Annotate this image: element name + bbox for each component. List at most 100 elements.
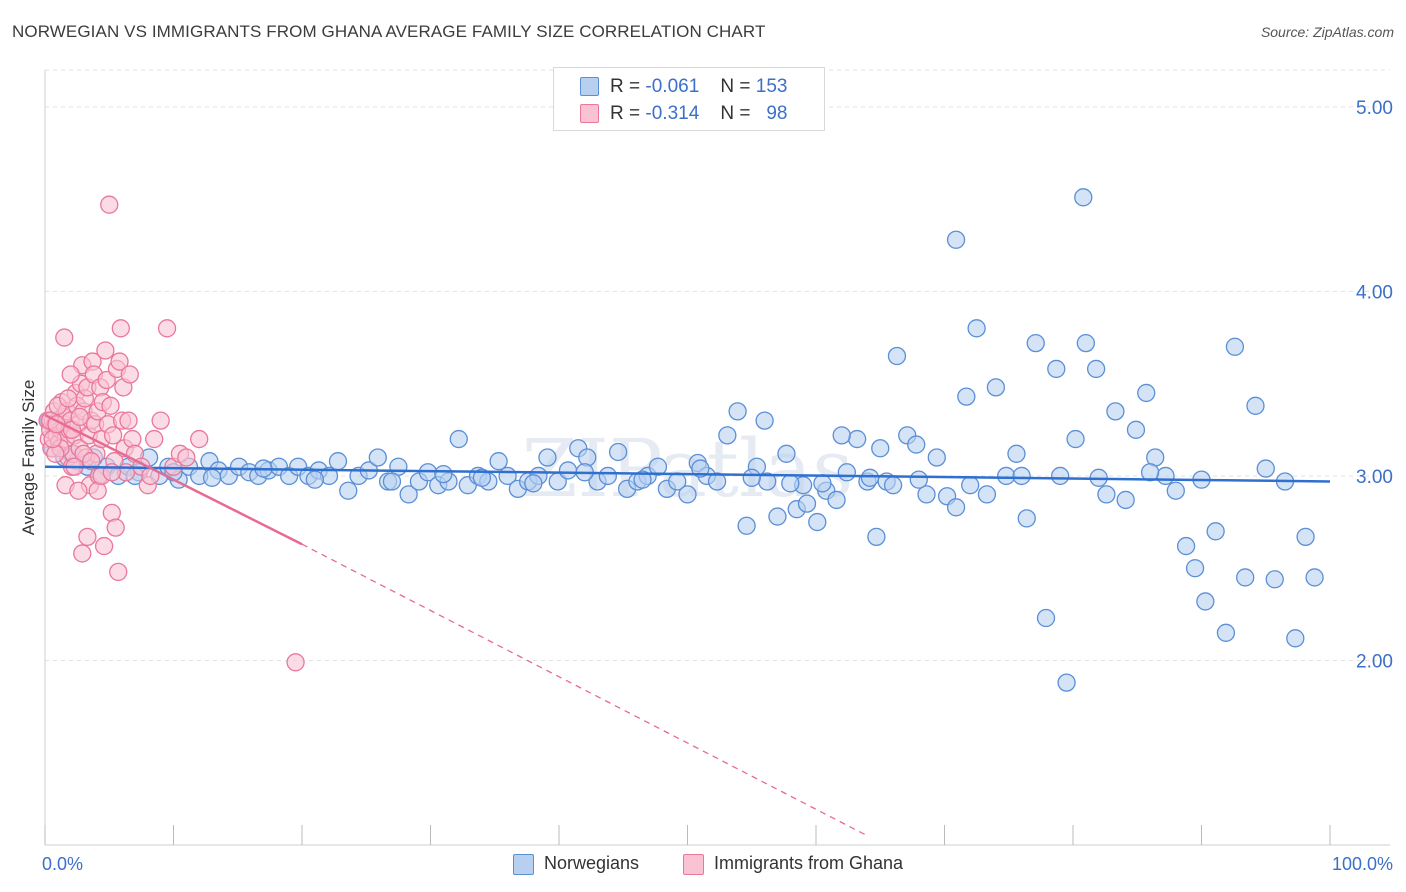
- norwegian-point: [1066, 429, 1085, 449]
- norwegian-point: [871, 439, 890, 458]
- ghana-point: [145, 429, 164, 449]
- norwegian-point: [986, 378, 1006, 397]
- norwegian-point: [808, 512, 827, 532]
- norwegian-point: [755, 411, 774, 430]
- ghana-point: [46, 444, 65, 463]
- legend-label-ghana: Immigrants from Ghana: [714, 853, 904, 873]
- legend-swatch-blue: [580, 77, 599, 96]
- y-tick-label: 5.00: [1356, 98, 1393, 119]
- norwegian-point: [946, 230, 966, 249]
- ghana-point: [109, 562, 128, 582]
- y-tick-label: 4.00: [1356, 282, 1393, 303]
- legend-swatch-pink: [580, 104, 599, 123]
- norwegian-point: [399, 485, 418, 504]
- correlation-legend: R = -0.061 N = 153 R = -0.314 N = 98: [553, 67, 825, 131]
- norwegian-point: [608, 442, 628, 462]
- norwegian-point: [1036, 608, 1056, 628]
- norwegian-point: [1305, 568, 1324, 587]
- ghana-point: [100, 195, 119, 214]
- norwegian-point: [957, 387, 976, 406]
- legend-label-norwegians: Norwegians: [544, 853, 640, 873]
- norwegian-point: [1176, 536, 1196, 556]
- norwegian-point: [648, 457, 668, 476]
- norwegian-point: [1185, 559, 1205, 578]
- ghana-point: [103, 426, 123, 445]
- norwegian-point: [538, 448, 557, 467]
- norwegian-point: [1076, 333, 1095, 353]
- norwegian-point: [1166, 481, 1185, 500]
- ghana-point: [78, 527, 97, 546]
- norwegian-point: [737, 516, 756, 535]
- y-tick-label: 2.00: [1356, 651, 1393, 672]
- ghana-point: [94, 536, 114, 556]
- y-axis-label: Average Family Size: [19, 380, 38, 536]
- norwegian-point: [558, 461, 578, 480]
- legend-n-label: N =: [720, 103, 751, 124]
- ghana-point: [111, 319, 130, 338]
- norwegian-point: [718, 426, 737, 445]
- norwegian-point: [1051, 466, 1070, 486]
- ghana-point: [123, 429, 142, 449]
- norwegian-point: [1236, 568, 1255, 587]
- norwegian-point: [1116, 490, 1135, 510]
- norwegian-point: [578, 448, 597, 467]
- legend-swatch-blue: [513, 854, 534, 875]
- norwegian-point: [883, 476, 903, 495]
- norwegian-point: [1017, 509, 1036, 528]
- ghana-point: [286, 653, 305, 672]
- norwegian-point: [1196, 592, 1215, 611]
- legend-r-label: R =: [610, 103, 641, 124]
- ghana-point: [106, 518, 125, 537]
- norwegian-point: [1256, 459, 1275, 478]
- norwegian-point: [827, 490, 846, 510]
- y-tick-label: 3.00: [1356, 467, 1393, 488]
- ghana-point: [70, 407, 89, 427]
- norwegian-point: [813, 474, 832, 493]
- norwegian-point: [524, 474, 543, 493]
- norwegian-point: [1106, 402, 1125, 421]
- norwegian-point: [967, 319, 986, 338]
- norwegian-point: [1206, 522, 1225, 541]
- norwegian-point: [1140, 463, 1160, 482]
- ghana-point: [177, 448, 196, 467]
- norwegian-point: [832, 426, 851, 445]
- norwegian-point: [1026, 333, 1045, 353]
- legend-n-value: 153: [755, 76, 788, 97]
- legend-r-value: -0.314: [645, 103, 700, 124]
- ghana-point: [190, 429, 209, 449]
- norwegian-point: [202, 468, 222, 487]
- norwegian-point: [1156, 466, 1175, 486]
- norwegian-point: [860, 468, 880, 487]
- norwegian-point: [977, 485, 997, 504]
- norwegian-point: [927, 448, 946, 467]
- series-norwegians: [39, 188, 1324, 692]
- series-ghana: [38, 195, 305, 672]
- ghana-point: [157, 319, 177, 338]
- norwegian-point: [797, 494, 817, 513]
- norwegian-point: [1012, 466, 1031, 486]
- ghana-point: [55, 328, 74, 347]
- ghana-point: [96, 341, 115, 360]
- norwegian-point: [1286, 629, 1305, 648]
- norwegian-point: [997, 466, 1016, 486]
- norwegian-point: [1086, 359, 1106, 379]
- ghana-point: [151, 411, 170, 430]
- legend-r-label: R =: [610, 76, 641, 97]
- ghana-point: [58, 389, 78, 408]
- norwegian-point: [961, 476, 980, 495]
- chart-title: NORWEGIAN VS IMMIGRANTS FROM GHANA AVERA…: [12, 22, 766, 41]
- norwegian-point: [1265, 570, 1284, 589]
- norwegian-point: [1216, 623, 1236, 642]
- legend-n-value: 98: [766, 103, 788, 124]
- norwegian-point: [1047, 359, 1066, 379]
- norwegian-point: [1097, 485, 1116, 504]
- norwegian-point: [449, 429, 468, 449]
- norwegian-point: [707, 472, 727, 491]
- ghana-point: [120, 365, 139, 384]
- ghana-point: [73, 544, 92, 563]
- x-tick-label: 0.0%: [42, 854, 83, 874]
- norwegian-point: [598, 466, 617, 486]
- chart-source: Source: ZipAtlas.com: [1260, 24, 1394, 40]
- ghana-point: [101, 396, 120, 415]
- norwegian-point: [1007, 444, 1026, 463]
